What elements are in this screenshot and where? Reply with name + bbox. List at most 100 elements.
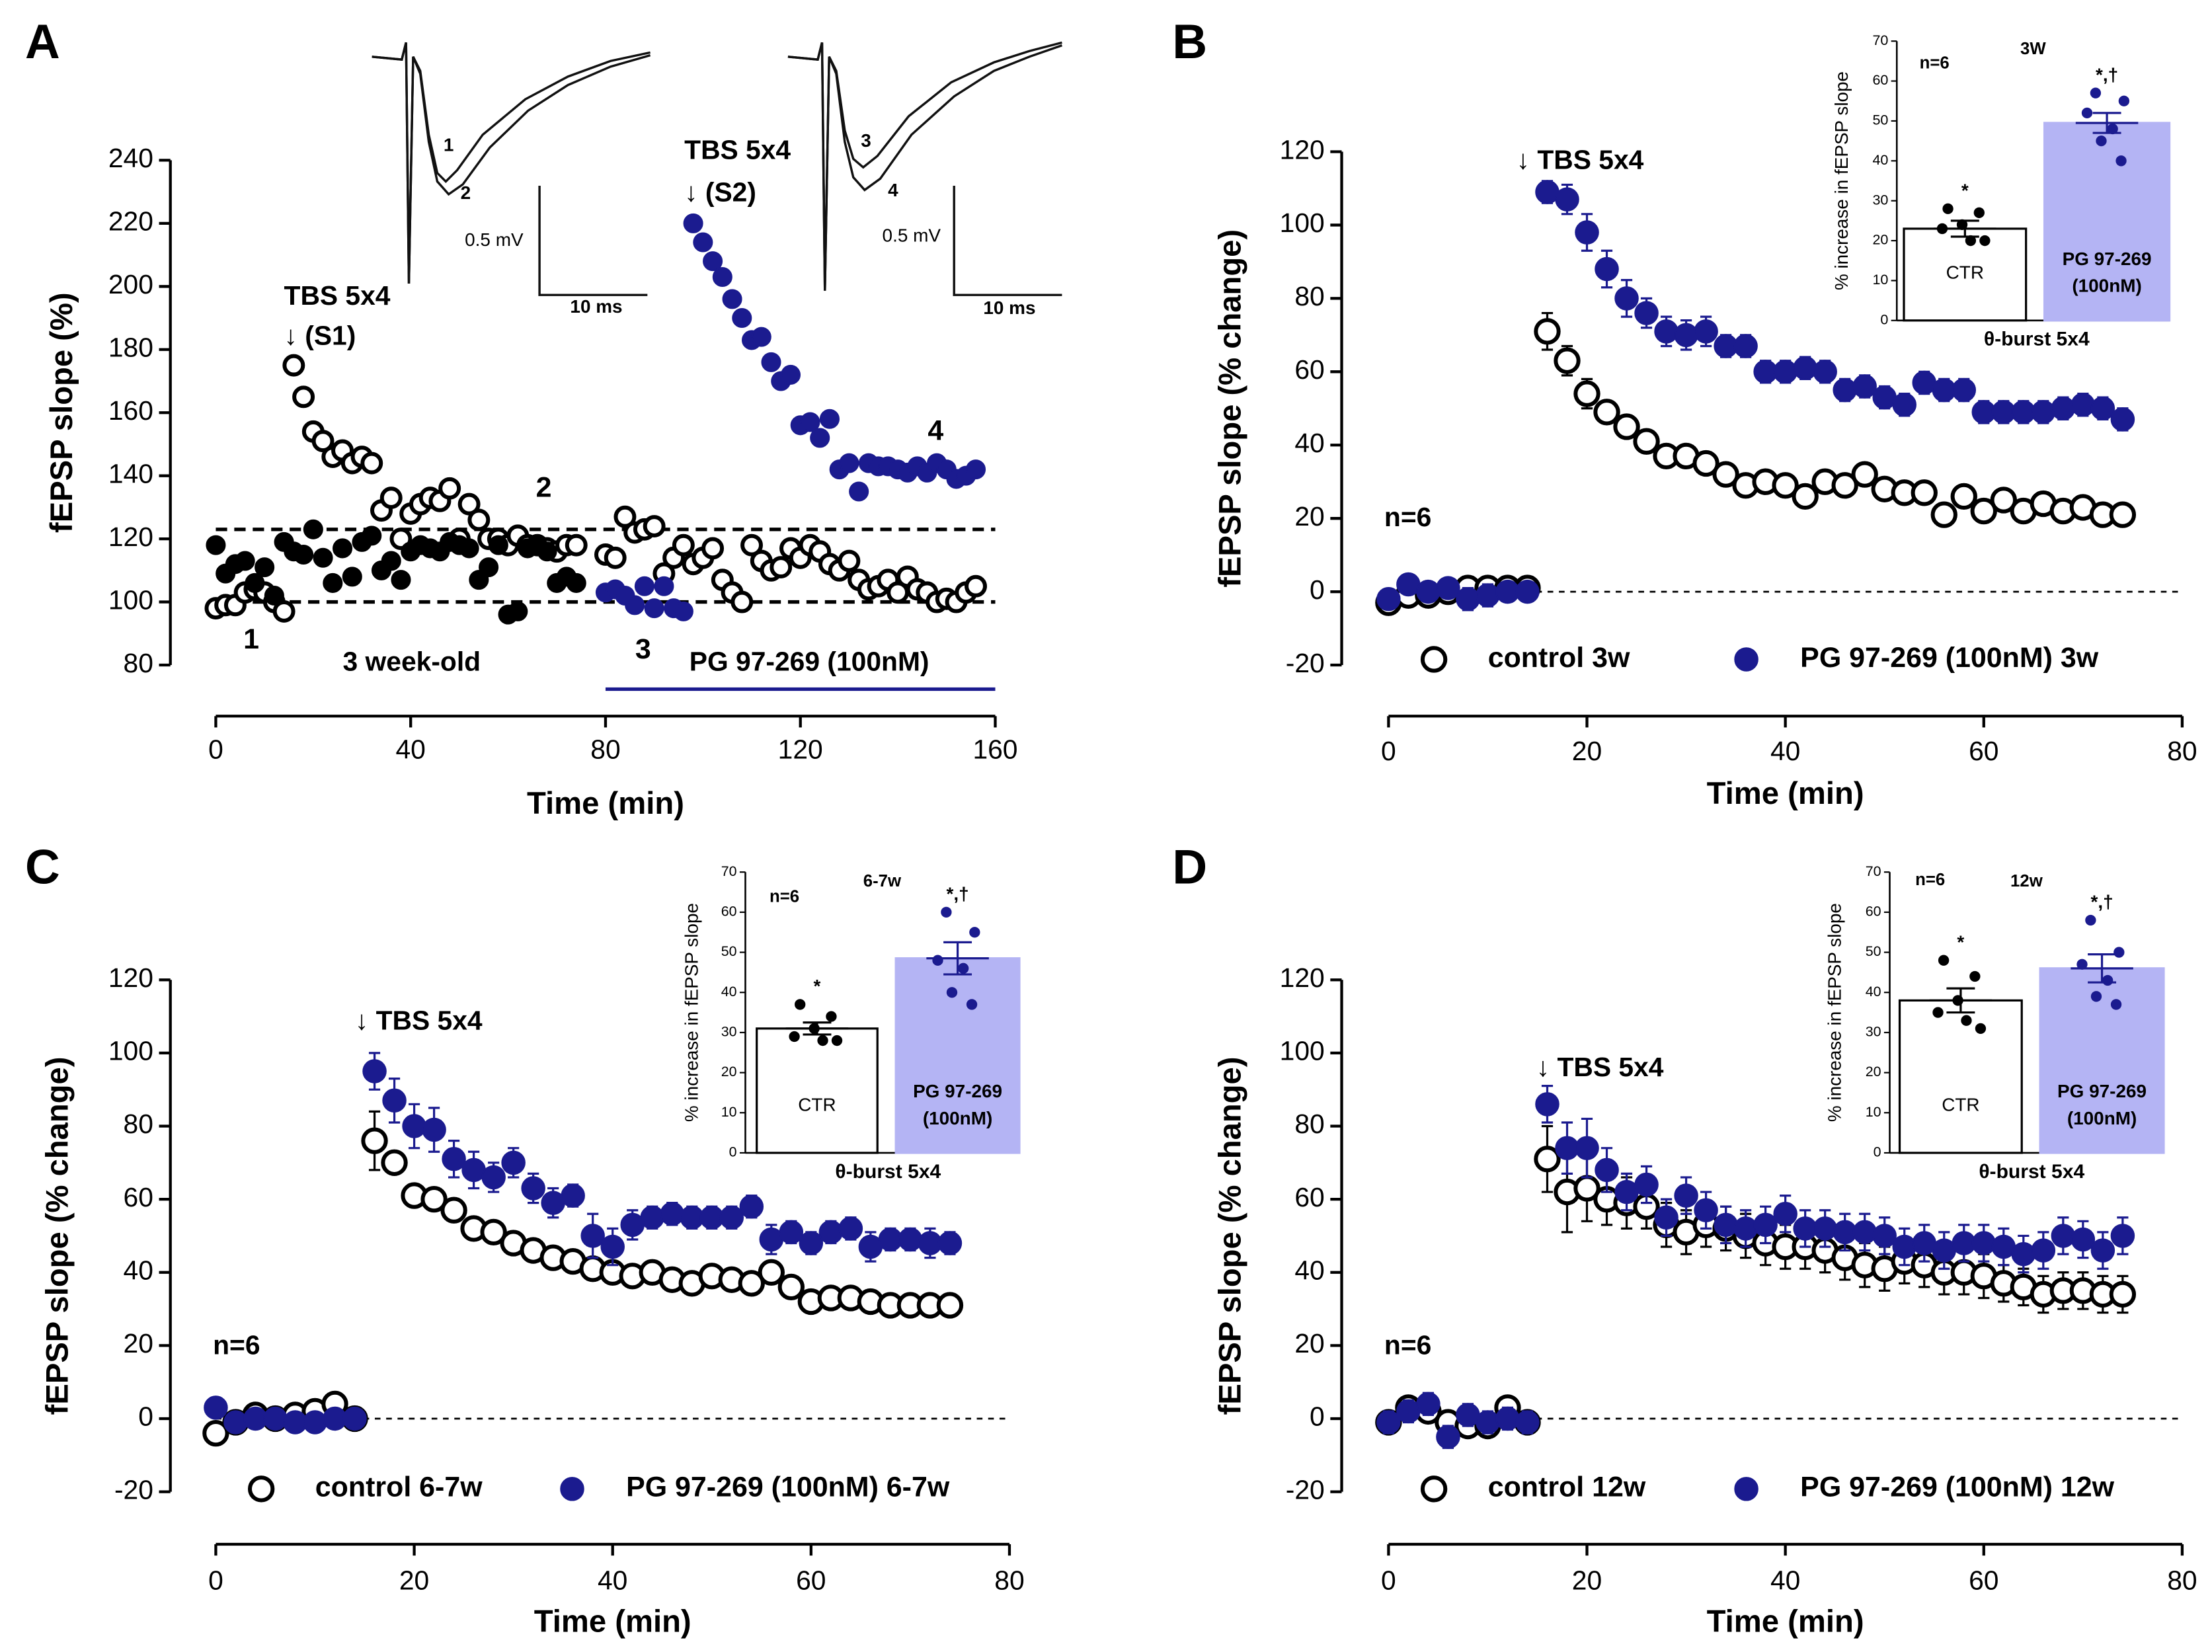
point bbox=[810, 428, 830, 448]
point bbox=[604, 546, 627, 569]
point bbox=[1515, 579, 1540, 604]
point bbox=[1936, 223, 1948, 235]
y-tick-label: 40 bbox=[1866, 984, 1881, 1000]
y-tick-label: 100 bbox=[1280, 208, 1325, 238]
x-tick-label: 20 bbox=[399, 1565, 429, 1596]
point bbox=[311, 430, 335, 453]
point bbox=[264, 586, 284, 606]
point bbox=[1416, 579, 1441, 604]
y-tick-label: 0 bbox=[729, 1144, 737, 1160]
point bbox=[479, 557, 499, 578]
bar bbox=[2039, 967, 2165, 1154]
point bbox=[819, 409, 840, 429]
point bbox=[770, 556, 793, 579]
y-tick-label: 200 bbox=[108, 269, 153, 299]
point bbox=[303, 519, 323, 539]
point bbox=[391, 570, 411, 590]
point bbox=[2051, 1224, 2076, 1248]
y-tick-label: 80 bbox=[1294, 281, 1324, 311]
annotation: ↓ TBS 5x4 bbox=[355, 1005, 483, 1035]
point bbox=[2109, 501, 2137, 528]
point bbox=[2110, 407, 2135, 432]
point bbox=[712, 266, 732, 288]
panel-label: D bbox=[1172, 840, 1207, 894]
category-label: (100nM) bbox=[2072, 276, 2141, 296]
legend-label: PG 97-269 (100nM) 3w bbox=[1800, 642, 2099, 674]
point bbox=[202, 1419, 229, 1447]
point bbox=[263, 1406, 288, 1431]
x-tick-label: 60 bbox=[796, 1565, 826, 1596]
point bbox=[789, 1031, 800, 1042]
point bbox=[958, 963, 969, 974]
point bbox=[1930, 501, 1957, 528]
point bbox=[508, 601, 528, 621]
y-axis-label: fEPSP slope (% change) bbox=[1213, 1057, 1248, 1415]
point bbox=[1792, 483, 1819, 510]
point bbox=[1975, 1023, 1987, 1034]
point bbox=[731, 590, 754, 613]
point bbox=[1535, 1092, 1560, 1117]
point bbox=[1633, 428, 1660, 455]
category-label: PG 97-269 bbox=[2057, 1081, 2147, 1101]
point bbox=[1654, 1205, 1679, 1230]
point bbox=[1911, 479, 1938, 506]
point bbox=[1956, 219, 1968, 231]
annotation: 3 week-old bbox=[343, 647, 481, 677]
point bbox=[1892, 1234, 1916, 1259]
category-label: CTR bbox=[1942, 1095, 1979, 1115]
point bbox=[693, 232, 713, 253]
bar bbox=[894, 957, 1021, 1154]
point bbox=[566, 572, 586, 593]
x-tick-label: 80 bbox=[994, 1565, 1024, 1596]
point bbox=[561, 1183, 585, 1208]
y-tick-label: 20 bbox=[1294, 501, 1324, 531]
y-tick-label: 100 bbox=[108, 1036, 153, 1066]
point bbox=[703, 251, 723, 272]
point bbox=[1416, 1392, 1441, 1417]
y-tick-label: 0 bbox=[1310, 1401, 1325, 1432]
point bbox=[2118, 95, 2130, 106]
point bbox=[1813, 1216, 1837, 1241]
legend-marker bbox=[1420, 1475, 1448, 1503]
annotation: TBS 5x4 bbox=[284, 280, 391, 311]
significance: * bbox=[1961, 180, 1969, 200]
point bbox=[1436, 1425, 1460, 1449]
point bbox=[1932, 1007, 1944, 1018]
point bbox=[457, 492, 481, 516]
annotation: n=6 bbox=[1920, 54, 1950, 72]
legend-marker bbox=[247, 1475, 275, 1503]
annotation: 0.5 mV bbox=[883, 225, 941, 246]
point bbox=[422, 1117, 446, 1142]
point bbox=[1753, 1212, 1778, 1238]
legend-marker bbox=[560, 1477, 584, 1501]
point bbox=[838, 1216, 863, 1241]
point bbox=[1733, 1216, 1758, 1241]
point bbox=[1852, 374, 1877, 399]
point bbox=[2090, 1238, 2115, 1263]
x-axis-label: Time (min) bbox=[1707, 776, 1864, 811]
point bbox=[2090, 991, 2102, 1002]
y-tick-label: 30 bbox=[721, 1024, 737, 1040]
point bbox=[965, 459, 986, 480]
point bbox=[292, 385, 315, 409]
y-tick-label: 60 bbox=[124, 1182, 153, 1212]
point bbox=[1733, 334, 1758, 358]
y-tick-label: 50 bbox=[721, 943, 737, 959]
annotation: 1 bbox=[243, 623, 259, 655]
y-tick-label: 40 bbox=[1294, 1255, 1324, 1286]
bar bbox=[756, 1027, 879, 1154]
legend-marker bbox=[1420, 646, 1448, 673]
bar bbox=[1903, 227, 2028, 322]
annotation: PG 97-269 (100nM) bbox=[690, 647, 929, 677]
point bbox=[1436, 576, 1460, 600]
y-tick-label: 0 bbox=[138, 1401, 153, 1432]
x-tick-label: 60 bbox=[1969, 736, 1998, 766]
point bbox=[2076, 959, 2088, 970]
y-tick-label: 70 bbox=[1866, 863, 1881, 879]
point bbox=[382, 1088, 407, 1113]
x-axis-label: Time (min) bbox=[1707, 1604, 1864, 1639]
point bbox=[1965, 235, 1977, 247]
point bbox=[1634, 301, 1659, 325]
point bbox=[362, 526, 382, 546]
